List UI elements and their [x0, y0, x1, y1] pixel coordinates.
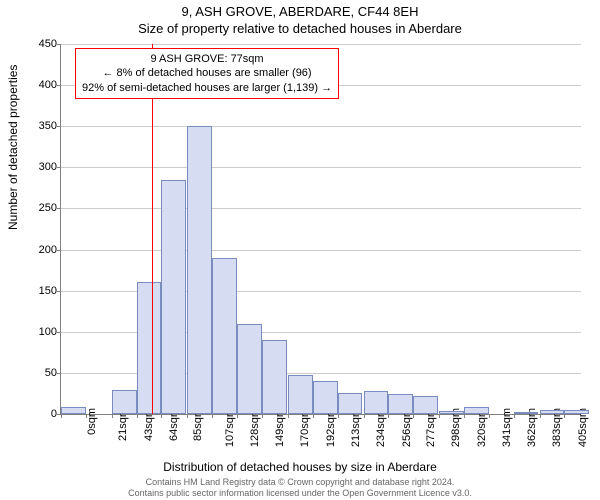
y-tick-label: 300 [17, 161, 57, 173]
footer-line1: Contains HM Land Registry data © Crown c… [0, 477, 600, 487]
x-tick-mark [514, 414, 515, 418]
histogram-bar [413, 396, 438, 414]
y-tick-label: 250 [17, 202, 57, 214]
x-tick-mark [212, 414, 213, 418]
x-tick-mark [237, 414, 238, 418]
histogram-bar [388, 394, 413, 414]
x-tick-mark [413, 414, 414, 418]
gridline-h [61, 167, 581, 168]
x-tick-mark [564, 414, 565, 418]
x-tick-mark [313, 414, 314, 418]
x-axis-title: Distribution of detached houses by size … [0, 460, 600, 474]
gridline-h [61, 250, 581, 251]
histogram-bar [212, 258, 237, 414]
y-tick-mark [57, 85, 61, 86]
x-tick-mark [161, 414, 162, 418]
infobox-line1: 9 ASH GROVE: 77sqm [82, 52, 332, 66]
y-tick-label: 0 [17, 408, 57, 420]
y-tick-label: 350 [17, 120, 57, 132]
gridline-h [61, 126, 581, 127]
histogram-bar [61, 407, 86, 414]
gridline-h [61, 208, 581, 209]
reference-line [152, 44, 153, 414]
chart-title-line2: Size of property relative to detached ho… [0, 21, 600, 36]
y-tick-mark [57, 291, 61, 292]
x-tick-mark [439, 414, 440, 418]
x-tick-mark [388, 414, 389, 418]
x-tick-mark [338, 414, 339, 418]
x-tick-mark [288, 414, 289, 418]
reference-infobox: 9 ASH GROVE: 77sqm ← 8% of detached hous… [75, 48, 339, 99]
y-tick-label: 200 [17, 244, 57, 256]
x-tick-mark [187, 414, 188, 418]
histogram-bar [237, 324, 262, 414]
y-tick-mark [57, 332, 61, 333]
histogram-bar [187, 126, 212, 414]
histogram-bar [514, 412, 539, 414]
x-tick-mark [262, 414, 263, 418]
x-tick-mark [489, 414, 490, 418]
x-tick-mark [364, 414, 365, 418]
y-tick-label: 50 [17, 367, 57, 379]
chart-container: 9, ASH GROVE, ABERDARE, CF44 8EH Size of… [0, 0, 600, 500]
histogram-bar [313, 381, 338, 414]
x-tick-label: 341sqm [501, 408, 513, 447]
histogram-bar [364, 391, 389, 414]
histogram-bar [540, 410, 565, 414]
x-tick-label: 0sqm [86, 408, 98, 435]
x-tick-mark [137, 414, 138, 418]
histogram-bar [112, 390, 137, 414]
y-tick-mark [57, 126, 61, 127]
y-tick-label: 400 [17, 79, 57, 91]
infobox-line2: ← 8% of detached houses are smaller (96) [82, 66, 332, 80]
histogram-bar [464, 407, 489, 414]
y-tick-mark [57, 208, 61, 209]
histogram-bar [338, 393, 363, 414]
histogram-bar [137, 282, 162, 414]
plot-area: 9 ASH GROVE: 77sqm ← 8% of detached hous… [60, 44, 581, 415]
footer-line2: Contains public sector information licen… [0, 488, 600, 498]
y-tick-label: 150 [17, 285, 57, 297]
y-tick-mark [57, 44, 61, 45]
x-tick-mark [61, 414, 62, 418]
y-tick-mark [57, 373, 61, 374]
infobox-line3: 92% of semi-detached houses are larger (… [82, 81, 332, 95]
chart-title-line1: 9, ASH GROVE, ABERDARE, CF44 8EH [0, 4, 600, 19]
y-tick-label: 100 [17, 326, 57, 338]
y-tick-label: 450 [17, 38, 57, 50]
histogram-bar [161, 180, 186, 414]
chart-footer: Contains HM Land Registry data © Crown c… [0, 477, 600, 498]
x-tick-mark [464, 414, 465, 418]
histogram-bar [439, 411, 464, 414]
y-tick-mark [57, 167, 61, 168]
x-tick-mark [540, 414, 541, 418]
x-tick-mark [112, 414, 113, 418]
histogram-bar [288, 375, 313, 414]
y-tick-mark [57, 250, 61, 251]
histogram-bar [564, 410, 589, 414]
x-tick-mark [86, 414, 87, 418]
gridline-h [61, 44, 581, 45]
histogram-bar [262, 340, 287, 414]
